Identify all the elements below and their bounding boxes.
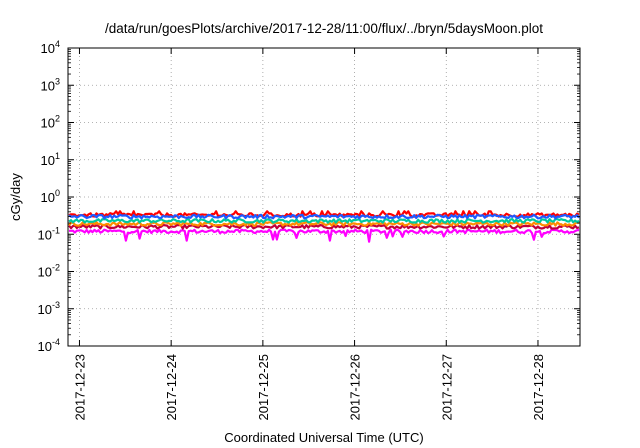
y-tick-base: 10 [41, 116, 55, 131]
y-tick-base: 10 [38, 302, 52, 317]
x-tick-label: 2017-12-26 [348, 354, 363, 421]
y-tick-base: 10 [38, 227, 52, 242]
chart-title: /data/run/goesPlots/archive/2017-12-28/1… [105, 21, 543, 36]
y-tick-exponent: -1 [52, 225, 60, 235]
y-tick-exponent: -4 [52, 337, 60, 347]
y-tick-label: 101 [41, 151, 60, 168]
x-tick-label: 2017-12-24 [164, 354, 179, 421]
y-tick-base: 10 [38, 339, 52, 354]
y-tick-label: 104 [41, 39, 60, 56]
y-tick-label: 10-2 [38, 263, 60, 280]
series-line [68, 221, 580, 227]
grid-lines [68, 48, 580, 346]
y-tick-exponent: -2 [52, 263, 60, 273]
series-line [68, 213, 580, 220]
y-tick-base: 10 [41, 153, 55, 168]
y-tick-base: 10 [41, 41, 55, 56]
y-tick-exponent: -3 [52, 300, 60, 310]
y-tick-exponent: 1 [55, 151, 60, 161]
y-tick-exponent: 2 [55, 114, 60, 124]
x-axis-label: Coordinated Universal Time (UTC) [224, 430, 423, 445]
y-tick-base: 10 [41, 78, 55, 93]
series-line [69, 228, 580, 243]
x-axis: 2017-12-23 2017-12-24 2017-12-25 2017-12-26… [72, 48, 546, 421]
y-tick-exponent: 0 [55, 188, 60, 198]
y-tick-label: 10-4 [38, 337, 60, 354]
y-tick-label: 10-1 [38, 225, 60, 242]
x-tick-label: 2017-12-27 [439, 354, 454, 421]
y-tick-base: 10 [41, 190, 55, 205]
x-tick-label: 2017-12-28 [531, 354, 546, 421]
series-line [68, 218, 580, 224]
y-tick-label: 103 [41, 76, 60, 93]
series-layer [68, 210, 580, 243]
y-axis-label: cGy/day [8, 173, 23, 221]
y-tick-exponent: 4 [55, 39, 60, 49]
y-tick-label: 102 [41, 114, 60, 131]
y-tick-label: 100 [41, 188, 60, 205]
y-tick-exponent: 3 [55, 76, 60, 86]
y-tick-base: 10 [38, 265, 52, 280]
y-tick-label: 10-3 [38, 300, 60, 317]
x-tick-label: 2017-12-23 [72, 354, 87, 421]
x-tick-label: 2017-12-25 [256, 354, 271, 421]
